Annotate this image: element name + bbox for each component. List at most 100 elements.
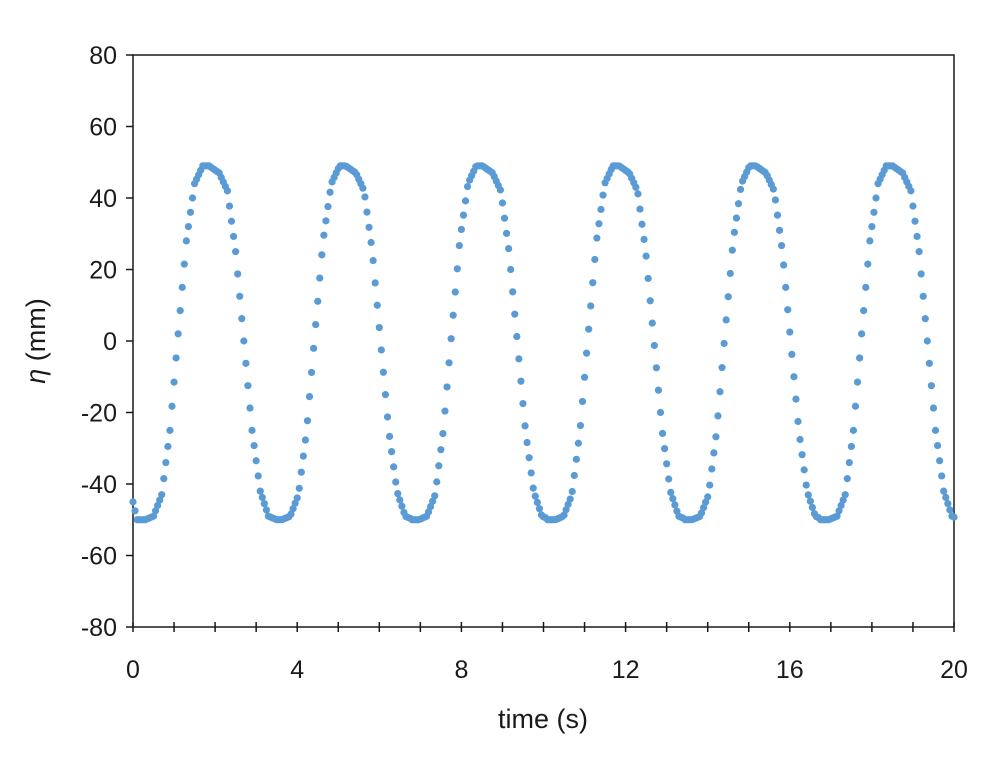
data-point (455, 241, 463, 250)
data-point (505, 244, 513, 253)
data-point (671, 501, 679, 509)
y-tick-label: 60 (89, 114, 117, 142)
data-point (782, 283, 790, 291)
data-point (860, 307, 868, 315)
data-point (574, 439, 582, 447)
data-point (788, 350, 796, 359)
data-point (931, 426, 940, 434)
data-point (299, 452, 307, 460)
data-point (720, 339, 728, 348)
data-point (919, 292, 927, 300)
data-point (256, 487, 264, 495)
data-point (585, 325, 593, 333)
data-point (295, 484, 303, 492)
data-point (593, 234, 601, 242)
data-point (301, 436, 310, 444)
data-point (248, 426, 256, 434)
data-point (929, 404, 938, 412)
data-point (229, 232, 238, 241)
data-point (371, 279, 379, 287)
data-point (322, 217, 330, 225)
data-point (326, 188, 334, 196)
data-point (461, 197, 470, 205)
data-point (529, 484, 537, 492)
data-point (164, 442, 172, 451)
data-point (260, 500, 268, 508)
data-point (459, 211, 468, 219)
data-point (634, 190, 642, 198)
data-point (502, 229, 511, 237)
data-point (909, 202, 917, 210)
data-point (858, 330, 866, 338)
data-point (525, 454, 533, 462)
data-point (777, 241, 786, 250)
data-point (732, 214, 741, 222)
data-point (599, 191, 607, 199)
data-point (646, 297, 654, 305)
data-point (158, 491, 166, 499)
data-point (572, 455, 580, 463)
data-point (365, 223, 373, 231)
data-point (188, 194, 197, 202)
data-point (293, 494, 301, 502)
data-point (396, 496, 404, 504)
data-point (771, 196, 780, 204)
data-point (566, 495, 574, 503)
data-point (523, 438, 531, 447)
data-point (800, 466, 808, 474)
data-point (515, 355, 523, 363)
data-point (736, 185, 745, 194)
y-axis-title: η (mm) (21, 298, 51, 383)
data-point (162, 458, 170, 467)
data-point (453, 265, 461, 273)
x-tick-label: 16 (776, 656, 804, 684)
data-point (310, 344, 318, 352)
data-point (656, 408, 665, 417)
x-tick-label: 4 (290, 656, 304, 684)
data-point (297, 468, 305, 476)
data-point (946, 506, 954, 514)
data-point (180, 260, 188, 268)
data-point (394, 490, 402, 498)
data-point (318, 251, 326, 259)
data-point (439, 429, 447, 438)
data-point (808, 503, 816, 512)
data-point (509, 288, 517, 296)
data-point (866, 237, 874, 245)
x-tick-label: 20 (940, 656, 968, 684)
data-point (669, 495, 677, 503)
data-point (314, 297, 322, 305)
plot-frame (132, 54, 955, 628)
y-tick-label: -20 (81, 400, 117, 428)
data-point (238, 315, 246, 323)
data-point (851, 402, 860, 410)
data-point (583, 349, 591, 357)
y-axis-symbol: η (21, 369, 51, 384)
data-point (361, 193, 369, 201)
data-point (868, 223, 876, 231)
data-point (568, 487, 576, 496)
data-point (802, 481, 810, 489)
data-point (320, 231, 328, 239)
data-point (942, 493, 950, 502)
data-point (907, 187, 915, 195)
data-point (855, 354, 864, 362)
y-axis-ticks (126, 54, 133, 628)
data-point (186, 208, 195, 216)
x-tick-label: 8 (454, 656, 468, 684)
data-point (642, 252, 650, 260)
x-tick-label: 12 (612, 656, 640, 684)
data-point (589, 279, 597, 287)
y-tick-label: -60 (81, 543, 117, 571)
data-point (437, 446, 445, 454)
data-point (792, 395, 800, 403)
data-point (223, 187, 232, 195)
data-point (714, 412, 722, 420)
data-point (597, 205, 605, 214)
data-point (704, 493, 712, 501)
data-point (433, 478, 441, 486)
data-point (131, 507, 139, 515)
data-point (166, 426, 174, 434)
data-point (463, 182, 472, 191)
data-point (950, 513, 958, 521)
